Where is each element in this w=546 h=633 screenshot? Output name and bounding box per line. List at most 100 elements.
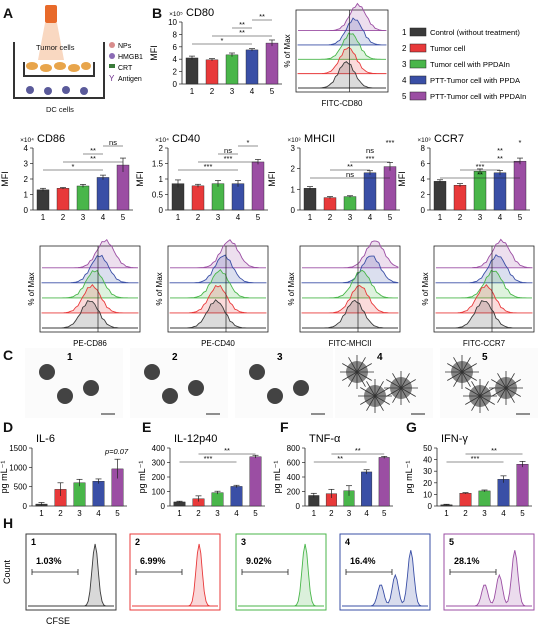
dendrite xyxy=(386,387,402,397)
bar-mhcii-4 xyxy=(363,172,377,211)
cell-blob xyxy=(144,364,160,380)
xtick-label: 4 xyxy=(364,509,369,518)
panel-letter-f: F xyxy=(280,419,289,435)
cell-blob xyxy=(162,388,178,404)
cfse-curve xyxy=(132,543,218,607)
sig-label: * xyxy=(221,36,224,45)
flow-curve-3 xyxy=(302,269,398,299)
sig-label: ns xyxy=(366,146,374,155)
ytick-label: 1 xyxy=(291,185,296,194)
ytick-label: 0 xyxy=(24,206,29,215)
dendrite xyxy=(392,387,402,403)
bar-mhcii-2 xyxy=(323,197,337,211)
micrograph-bg xyxy=(335,348,433,418)
xtick-label: 3 xyxy=(347,509,352,518)
flow-ylabel: % of Max xyxy=(283,34,292,67)
flow-curve-5 xyxy=(302,240,399,269)
cfse-panel-5: 528.1% xyxy=(443,533,535,611)
cfse-curve xyxy=(446,550,532,607)
cfse-num: 4 xyxy=(345,537,350,547)
ytick-label: 400 xyxy=(152,444,166,453)
dendrite xyxy=(356,357,366,373)
sig-label: * xyxy=(519,138,522,147)
bar-mhcii-3 xyxy=(343,196,357,211)
xtick-label: 5 xyxy=(382,509,387,518)
micrograph-label: 2 xyxy=(172,352,178,363)
flow-curve-1 xyxy=(170,299,266,329)
xtick-label: 3 xyxy=(77,509,82,518)
ytick-label: 1 xyxy=(159,175,164,184)
xtick-label: 4 xyxy=(101,213,106,222)
micrograph-4: 4 xyxy=(335,348,433,418)
y-exponent-cd80: ×10⁵ xyxy=(169,11,183,18)
xtick-label: 1 xyxy=(177,509,182,518)
schematic-panel-a: Tumor cells DC cells NPs HMGB1 CRT Y Ant… xyxy=(13,5,143,114)
xtick-label: 4 xyxy=(96,509,101,518)
dendrite xyxy=(356,363,372,373)
panel-letter-c: C xyxy=(3,347,13,363)
sig-label: *** xyxy=(204,162,213,171)
micrograph-bg xyxy=(235,348,333,418)
flow-curve-3 xyxy=(436,269,532,299)
micrograph-bg xyxy=(440,348,538,418)
xtick-label: 1 xyxy=(438,213,443,222)
chart-title-il12: IL-12p40 xyxy=(174,433,217,445)
cfse-num: 1 xyxy=(31,537,36,547)
micrograph-bg xyxy=(130,348,228,418)
panel-letter-g: G xyxy=(406,419,417,435)
bar-il6-4 xyxy=(92,481,105,507)
flow-xlabel-mhcii: FITC-MHCII xyxy=(328,339,371,348)
chart-title-cd86: CD86 xyxy=(37,133,65,145)
bar-cd86-3 xyxy=(76,185,90,211)
sig-label: ** xyxy=(259,12,265,21)
bar-cd80-1 xyxy=(185,57,199,85)
sig-label: *** xyxy=(386,138,395,147)
panel-letter-h: H xyxy=(3,515,13,531)
flow-xlabel-cd86: PE-CD86 xyxy=(73,339,107,348)
legend-nps: NPs xyxy=(118,43,132,50)
cell-blob xyxy=(293,380,309,396)
cfse-pct: 6.99% xyxy=(140,556,166,566)
legend-antigen: Antigen xyxy=(118,76,142,83)
xtick-label: 5 xyxy=(520,509,525,518)
dendrite xyxy=(465,387,481,397)
flow-cd40: PE-CD40 % of Max xyxy=(155,239,269,348)
dendrite xyxy=(479,387,495,397)
ytick-label: 200 xyxy=(287,488,301,497)
panel-letter-b: B xyxy=(152,5,162,21)
ytick-label: 0 xyxy=(291,206,296,215)
legend-label-3: Tumor cell with PPDAIn xyxy=(430,60,510,69)
ytick-label: 3 xyxy=(24,160,29,169)
sig-label: *** xyxy=(366,154,375,163)
cell-blob xyxy=(57,388,73,404)
bar-cd40-5 xyxy=(251,161,265,211)
xtick-label: 2 xyxy=(329,509,334,518)
bar-tnf-4 xyxy=(361,471,373,507)
cell-blob xyxy=(83,380,99,396)
flow-curve-4 xyxy=(435,254,533,284)
xtick-label: 2 xyxy=(463,509,468,518)
flow-curve-4 xyxy=(169,254,267,284)
dendrite xyxy=(461,363,477,373)
cfse-pct: 28.1% xyxy=(454,556,480,566)
flow-ccr7: FITC-CCR7 % of Max xyxy=(421,238,535,348)
xtick-label: 3 xyxy=(215,509,220,518)
flow-curve-5 xyxy=(436,238,533,269)
flow-mhcii: FITC-MHCII % of Max xyxy=(287,240,401,348)
sig-label: ** xyxy=(224,446,230,455)
flow-curve-5 xyxy=(42,238,139,269)
bar-mhcii-5 xyxy=(383,166,397,211)
legend-label-1: Control (without treatment) xyxy=(430,28,520,37)
legend-label-2: Tumor cell xyxy=(430,44,465,53)
sig-label: ** xyxy=(355,446,361,455)
flow-curve-3 xyxy=(170,269,266,299)
sig-label: *** xyxy=(224,154,233,163)
ytick-label: 1 xyxy=(24,191,29,200)
